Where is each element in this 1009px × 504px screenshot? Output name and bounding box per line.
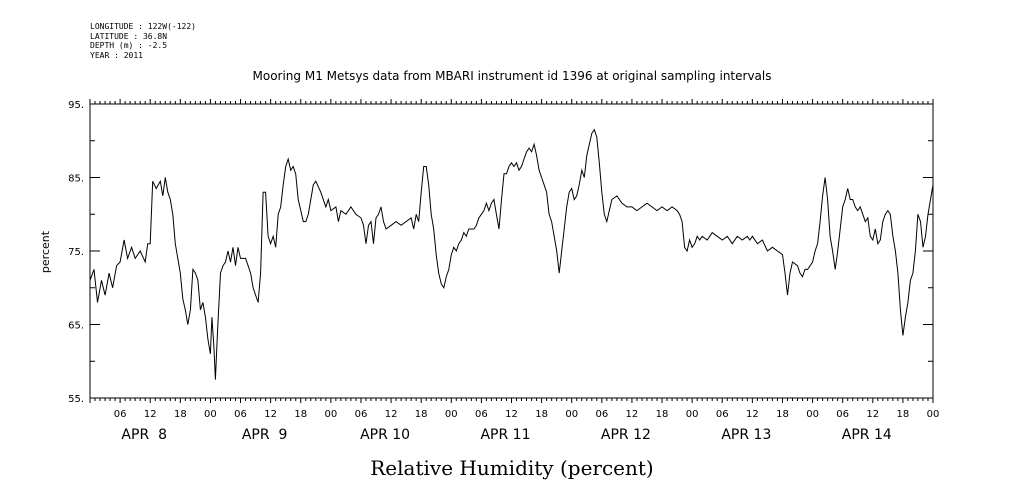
x-tick-label: 18 <box>656 409 669 420</box>
x-tick-label: 18 <box>776 409 789 420</box>
y-tick-label: 65. <box>68 321 84 332</box>
x-tick-label: 00 <box>927 409 940 420</box>
y-axis: 95. 85. 75. 65. 55. <box>68 100 933 405</box>
x-tick-label: 06 <box>595 409 608 420</box>
y-tick-label: 85. <box>68 174 84 185</box>
location-metadata: LONGITUDE : 122W(-122) LATITUDE : 36.8N … <box>90 22 196 60</box>
x-day-label: APR 12 <box>601 427 651 443</box>
x-tick-label: 18 <box>897 409 910 420</box>
x-tick-label: 00 <box>204 409 217 420</box>
x-tick-label: 06 <box>836 409 849 420</box>
x-tick-label: 00 <box>324 409 337 420</box>
x-tick-label: 18 <box>415 409 428 420</box>
depth-text: DEPTH (m) : -2.5 <box>90 41 168 50</box>
x-tick-label: 12 <box>144 409 157 420</box>
x-tick-label: 12 <box>626 409 639 420</box>
x-axis: 06 12 18 00 06 12 18 00 06 12 18 00 06 12 18 00 06 12 18 00… <box>89 99 940 443</box>
x-tick-label: 06 <box>475 409 488 420</box>
x-tick-label: 12 <box>264 409 277 420</box>
x-tick-label: 00 <box>445 409 458 420</box>
y-tick-label: 95. <box>68 100 84 111</box>
x-tick-label: 12 <box>505 409 518 420</box>
y-tick-label: 55. <box>68 394 84 405</box>
x-tick-label: 00 <box>686 409 699 420</box>
x-tick-label: 18 <box>535 409 548 420</box>
y-tick-label: 75. <box>68 247 84 258</box>
x-tick-label: 12 <box>746 409 759 420</box>
x-day-label: APR 8 <box>121 427 167 443</box>
x-tick-label: 12 <box>866 409 879 420</box>
y-axis-label: percent <box>39 230 52 273</box>
x-day-label: APR 14 <box>842 427 892 443</box>
longitude-text: LONGITUDE : 122W(-122) <box>90 22 196 31</box>
series-layer <box>89 128 934 380</box>
x-tick-label: 06 <box>234 409 247 420</box>
x-tick-label: 06 <box>114 409 127 420</box>
x-tick-label: 18 <box>174 409 187 420</box>
year-text: YEAR : 2011 <box>90 50 143 60</box>
x-tick-label: 18 <box>294 409 307 420</box>
x-tick-label: 12 <box>385 409 398 420</box>
latitude-text: LATITUDE : 36.8N <box>90 31 168 41</box>
x-day-label: APR 11 <box>480 427 530 443</box>
x-tick-label: 06 <box>355 409 368 420</box>
x-tick-label: 06 <box>716 409 729 420</box>
chart-title: Mooring M1 Metsys data from MBARI instru… <box>253 69 772 83</box>
x-day-label: APR 9 <box>242 427 288 443</box>
x-axis-label: Relative Humidity (percent) <box>370 456 653 480</box>
x-day-label: APR 13 <box>721 427 771 443</box>
x-tick-label: 00 <box>806 409 819 420</box>
x-tick-label: 00 <box>565 409 578 420</box>
series-line-0 <box>89 128 934 380</box>
x-day-label: APR 10 <box>360 427 410 443</box>
